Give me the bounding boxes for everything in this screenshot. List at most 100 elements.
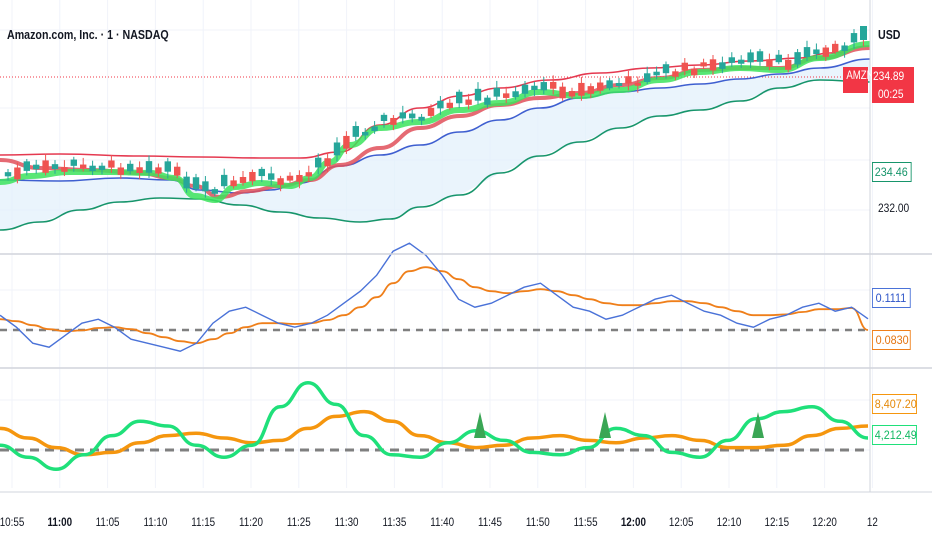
candle-down xyxy=(296,174,303,182)
time-tick-label: 11:45 xyxy=(478,516,502,529)
candle-up xyxy=(738,59,745,64)
candle-up xyxy=(98,165,106,171)
candle-down xyxy=(14,167,21,180)
candle-up xyxy=(653,71,660,76)
time-tick-label: 11:10 xyxy=(143,516,167,529)
time-tick-label: 11:05 xyxy=(96,516,120,529)
candle-down xyxy=(559,86,566,99)
price-tick-232: 232.00 xyxy=(878,201,910,215)
candle-down xyxy=(108,160,115,168)
candle-up xyxy=(51,164,59,170)
candle-up xyxy=(437,100,444,109)
signal-value-label: 0.0830 xyxy=(872,330,911,350)
signal-arrow xyxy=(752,412,764,438)
candle-up xyxy=(841,45,848,51)
lower-band-line xyxy=(0,79,871,231)
candle-up xyxy=(164,161,171,172)
candle-up xyxy=(606,80,613,89)
candle-down xyxy=(625,76,632,84)
signal-arrow xyxy=(599,412,611,438)
symbol-text: AMZN xyxy=(846,68,874,82)
candle-up xyxy=(615,83,623,87)
candle-down xyxy=(390,117,397,125)
candle-up xyxy=(662,64,670,74)
time-tick-label: 11:40 xyxy=(430,516,454,529)
time-tick-label: 12:15 xyxy=(764,516,789,529)
candle-down xyxy=(286,175,294,181)
time-axis[interactable]: 10:55 11:00 11:05 11:10 11:15 11:20 11:25 11:30… xyxy=(0,516,878,529)
candle-down xyxy=(766,59,773,67)
candle-up xyxy=(540,82,547,91)
candle-down xyxy=(174,166,181,176)
time-tick-label: 12:10 xyxy=(717,516,742,529)
pane-dividers[interactable] xyxy=(0,0,932,493)
candle-up xyxy=(860,26,867,40)
candle-up xyxy=(33,164,40,170)
osc-green-label: 4,212.49 xyxy=(872,425,917,445)
candle-up xyxy=(531,85,538,90)
candle-up xyxy=(89,165,96,172)
candle-up xyxy=(747,52,754,63)
candle-down xyxy=(239,176,247,183)
candle-up xyxy=(512,91,519,98)
candle-down xyxy=(80,164,87,169)
candle-up xyxy=(183,176,190,189)
time-tick-label: 11:20 xyxy=(239,516,263,529)
candle-down xyxy=(446,102,453,108)
candle-up xyxy=(474,88,482,101)
candle-up xyxy=(362,131,369,136)
candle-up xyxy=(23,161,30,171)
candle-down xyxy=(568,91,576,97)
time-tick-label: 11:30 xyxy=(335,516,359,529)
candle-up xyxy=(268,173,275,180)
candle-up xyxy=(813,49,820,55)
symbol-badge: AMZN xyxy=(843,67,874,93)
countdown-label: 00:25 xyxy=(878,87,904,101)
candle-up xyxy=(521,84,529,94)
candle-down xyxy=(822,47,829,57)
candle-down xyxy=(597,82,604,91)
band-fill xyxy=(0,59,870,230)
candle-down xyxy=(672,71,679,77)
candle-down xyxy=(578,82,585,96)
time-tick-label: 11:50 xyxy=(526,516,550,529)
time-tick-label: 11:35 xyxy=(382,516,406,529)
candle-down xyxy=(785,59,792,70)
candle-up xyxy=(352,126,359,137)
candle-up xyxy=(409,113,416,119)
candle-down xyxy=(155,167,162,174)
macd-pane xyxy=(0,242,870,352)
candle-up xyxy=(644,73,651,82)
candle-up xyxy=(70,159,77,166)
candle-up xyxy=(258,168,265,177)
osc-green-line xyxy=(0,381,869,471)
time-tick-label: 11:25 xyxy=(287,516,311,529)
candle-down xyxy=(700,62,707,67)
currency-label[interactable]: USD xyxy=(878,27,901,42)
time-tick-label: 12:05 xyxy=(669,516,694,529)
grid-lines xyxy=(0,0,873,488)
candle-down xyxy=(61,167,68,172)
candle-down xyxy=(230,180,237,187)
oscillator-pane xyxy=(0,381,870,471)
candle-up xyxy=(850,33,858,43)
time-tick-label: 12:20 xyxy=(812,516,837,529)
time-tick-label: 12 xyxy=(867,516,878,529)
candle-up xyxy=(484,97,491,105)
candle-up xyxy=(315,157,322,168)
candle-up xyxy=(4,172,12,177)
chart-title: Amazon.com, Inc. · 1 · NASDAQ xyxy=(7,27,169,42)
band-area xyxy=(0,59,870,230)
candle-down xyxy=(832,43,839,53)
candle-up xyxy=(127,163,134,172)
candle-down xyxy=(465,99,472,105)
signal-line xyxy=(0,266,869,345)
candle-up xyxy=(192,177,200,190)
candle-up xyxy=(728,57,735,63)
macd-value-label: 0.1111 xyxy=(872,288,911,308)
candle-down xyxy=(343,135,350,149)
candle-up xyxy=(399,112,406,119)
candle-up xyxy=(145,161,153,173)
candle-up xyxy=(756,51,764,62)
